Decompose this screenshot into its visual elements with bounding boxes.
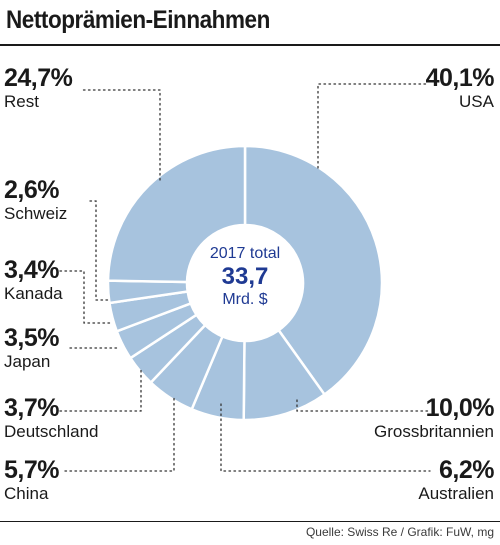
label-china-percent: 5,7%	[4, 456, 59, 484]
label-kanada-percent: 3,4%	[4, 256, 59, 284]
leader-line-deutschland	[59, 369, 142, 412]
label-schweiz-percent: 2,6%	[4, 176, 59, 204]
donut-center-label: 2017 total 33,7 Mrd. $	[190, 244, 300, 310]
donut-slices	[106, 144, 384, 422]
leader-line-rest	[79, 89, 161, 181]
label-china-name: China	[4, 484, 49, 503]
leader-line-schweiz	[89, 200, 111, 301]
label-deutschland-name: Deutschland	[4, 422, 99, 441]
label-rest-name: Rest	[4, 92, 39, 111]
label-australien: 6,2% Australien	[418, 456, 494, 504]
label-deutschland-percent: 3,7%	[4, 394, 59, 422]
leader-line-china	[64, 394, 175, 472]
slice-rest	[106, 144, 247, 284]
label-japan-percent: 3,5%	[4, 324, 59, 352]
label-japan: 3,5% Japan	[4, 324, 59, 372]
label-australien-name: Australien	[418, 484, 494, 503]
chart-title: Nettoprämien-Einnahmen	[6, 6, 270, 34]
label-schweiz-name: Schweiz	[4, 204, 68, 223]
label-rest-percent: 24,7%	[4, 64, 73, 92]
label-china: 5,7% China	[4, 456, 59, 504]
label-usa: 40,1% USA	[425, 64, 495, 112]
label-kanada: 3,4% Kanada	[4, 256, 63, 304]
leader-line-usa	[317, 83, 429, 169]
center-total-label: 2017 total	[209, 245, 281, 262]
leader-lines	[59, 83, 431, 472]
leader-line-kanada	[59, 270, 113, 324]
label-kanada-name: Kanada	[4, 284, 63, 303]
leader-line-gb	[296, 399, 431, 412]
label-gb: 10,0% Grossbritannien	[373, 394, 495, 442]
label-usa-name: USA	[459, 92, 494, 111]
label-gb-percent: 10,0%	[425, 394, 495, 422]
label-deutschland: 3,7% Deutschland	[4, 394, 99, 442]
title-rule	[0, 44, 500, 46]
label-schweiz: 2,6% Schweiz	[4, 176, 67, 224]
label-usa-percent: 40,1%	[425, 64, 495, 92]
slice-usa	[243, 144, 384, 396]
label-gb-name: Grossbritannien	[373, 422, 494, 441]
center-total-unit: Mrd. $	[222, 291, 268, 308]
label-australien-percent: 6,2%	[439, 456, 494, 484]
footer-rule	[0, 521, 500, 522]
leader-line-australien	[220, 403, 431, 472]
center-total-value: 33,7	[221, 263, 269, 290]
label-rest: 24,7% Rest	[4, 64, 73, 112]
source-credit: Quelle: Swiss Re / Grafik: FuW, mg	[305, 525, 494, 539]
label-japan-name: Japan	[4, 352, 51, 371]
